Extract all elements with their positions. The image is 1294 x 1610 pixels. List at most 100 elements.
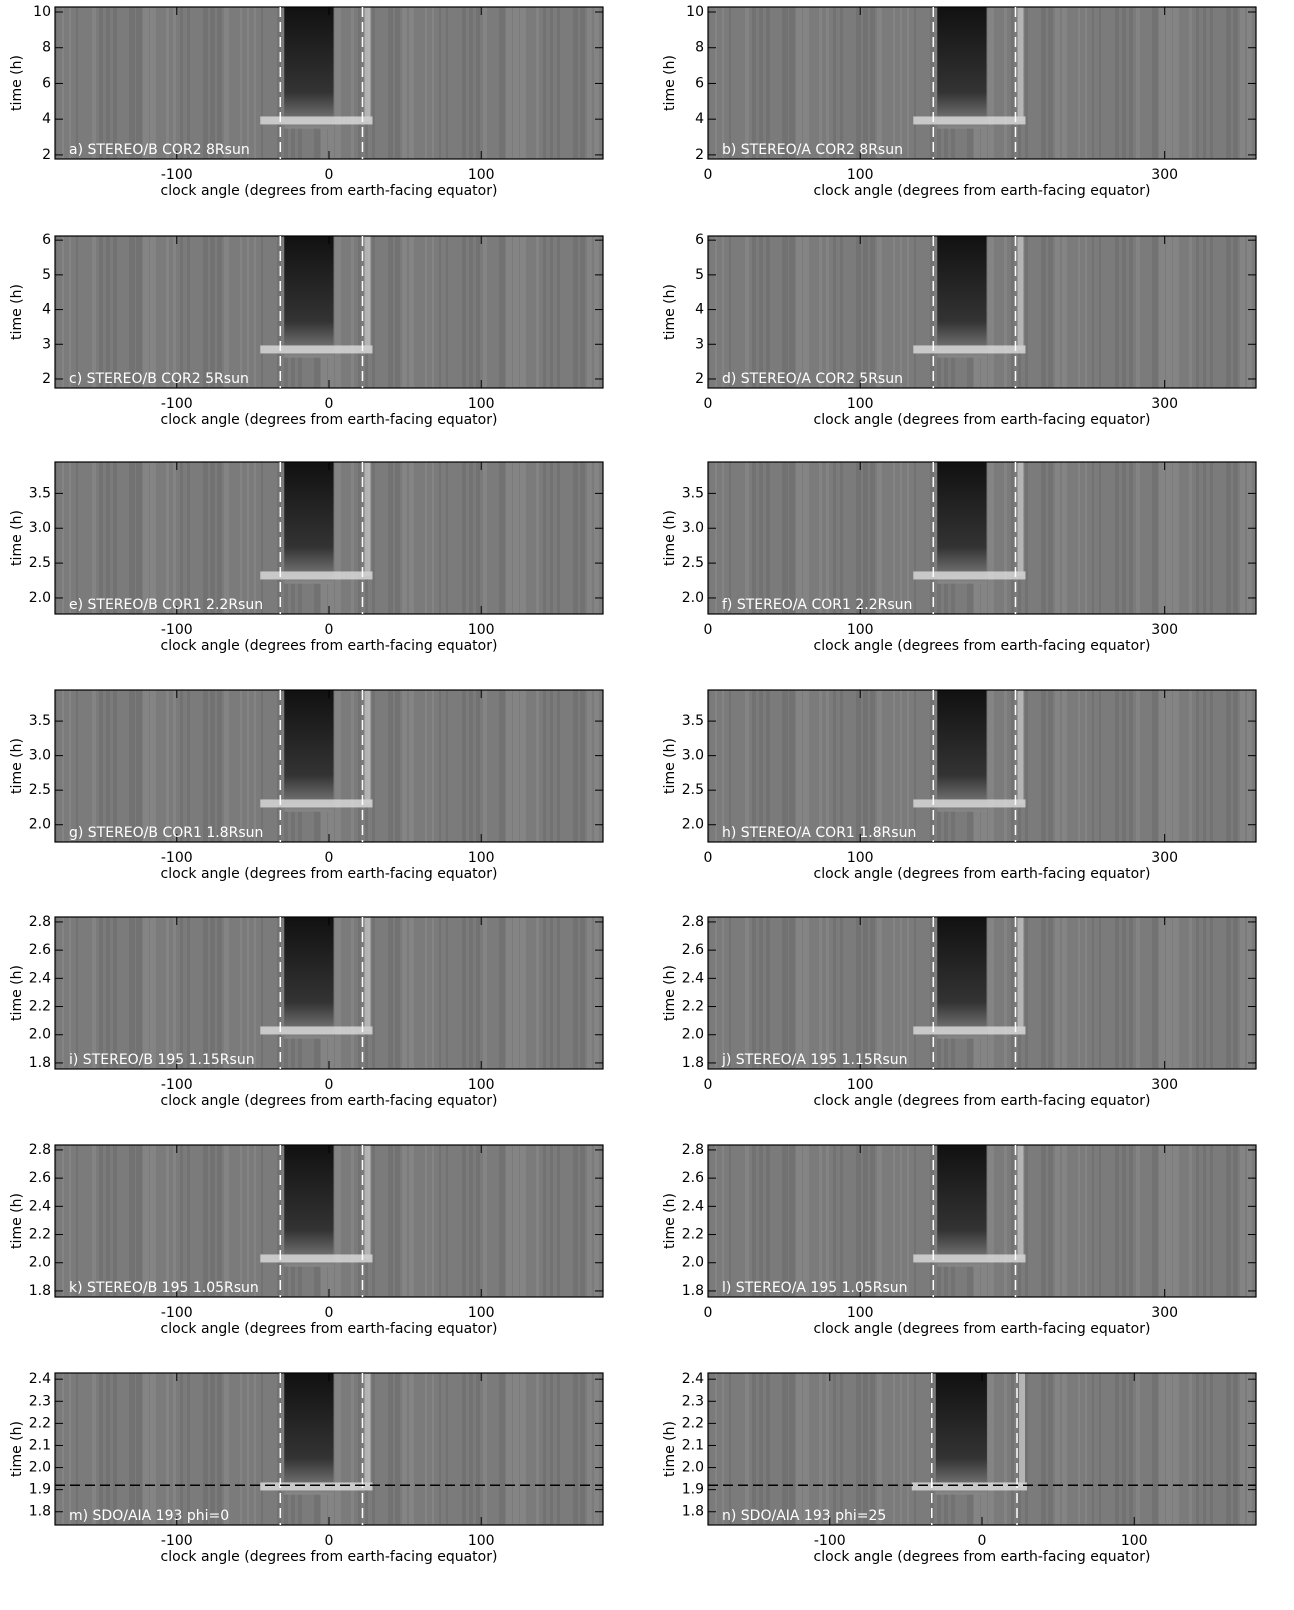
image-stripe <box>745 462 749 614</box>
image-stripe <box>69 1373 71 1525</box>
y-tick-label: 3.0 <box>682 748 704 764</box>
image-stripe <box>715 462 717 614</box>
image-stripe <box>106 7 110 159</box>
image-stripe <box>439 1145 441 1297</box>
image-stripe <box>587 917 592 1069</box>
image-stripe <box>483 462 487 614</box>
image-stripe <box>506 7 512 159</box>
image-stripe <box>900 690 902 842</box>
image-stripe <box>173 462 176 614</box>
image-stripe <box>782 1145 788 1297</box>
image-stripe <box>988 917 994 1069</box>
image-stripe <box>856 1145 861 1297</box>
image-stripe <box>254 7 256 159</box>
x-axis-label: clock angle (degrees from earth-facing e… <box>161 638 498 654</box>
image-stripe <box>1196 236 1199 388</box>
image-stripe <box>166 462 169 614</box>
image-stripe <box>520 1145 526 1297</box>
x-tick-label: 100 <box>847 850 874 866</box>
image-stripe <box>1173 690 1179 842</box>
x-tick-label: 100 <box>468 396 495 412</box>
image-stripe <box>863 1145 868 1297</box>
image-stripe <box>1152 462 1158 614</box>
image-stripe <box>722 236 724 388</box>
panel-label: m) SDO/AIA 193 phi=0 <box>69 1508 229 1524</box>
image-stripe <box>1122 1145 1126 1297</box>
image-bright-rim <box>364 7 370 121</box>
image-stripe <box>1062 7 1067 159</box>
image-stripe <box>1226 7 1231 159</box>
image-stripe <box>826 462 829 614</box>
image-stripe <box>335 690 341 842</box>
image-stripe <box>1055 462 1060 614</box>
image-stripe <box>1166 690 1172 842</box>
image-stripe <box>1085 690 1087 842</box>
image-stripe <box>254 690 256 842</box>
image-stripe <box>180 917 183 1069</box>
panel-label: i) STEREO/B 195 1.15Rsun <box>69 1052 255 1068</box>
image-stripe <box>782 917 788 1069</box>
image-stripe <box>803 7 809 159</box>
y-tick-label: 3.0 <box>29 520 51 536</box>
image-stripe <box>1041 236 1046 388</box>
y-tick-label: 2.3 <box>29 1393 51 1409</box>
panel: 01003001.82.02.22.42.62.8l) STEREO/A 195… <box>662 1142 1256 1337</box>
y-tick-label: 2 <box>695 147 704 163</box>
image-stripe <box>557 1373 560 1525</box>
image-stripe <box>543 1145 546 1297</box>
y-tick-label: 2.6 <box>682 942 704 958</box>
image-stripe <box>261 1373 263 1525</box>
image-stripe <box>506 236 512 388</box>
image-stripe <box>594 236 599 388</box>
image-stripe <box>580 690 585 842</box>
image-stripe <box>351 236 354 388</box>
panel: 01003001.82.02.22.42.62.8j) STEREO/A 195… <box>662 914 1256 1109</box>
image-stripe <box>351 462 354 614</box>
image-stripe <box>1233 1145 1238 1297</box>
image-bright-front <box>260 799 372 807</box>
image-stripe <box>1159 1373 1165 1525</box>
image-stripe <box>351 1373 354 1525</box>
image-stripe <box>729 690 731 842</box>
image-stripe <box>536 236 539 388</box>
image-stripe <box>573 690 578 842</box>
image-stripe <box>203 7 208 159</box>
image-stripe <box>870 462 875 614</box>
x-axis-label: clock angle (degrees from earth-facing e… <box>814 412 1151 428</box>
y-axis-label: time (h) <box>9 510 25 566</box>
image-stripe <box>224 690 229 842</box>
image-stripe <box>247 236 249 388</box>
panel-label: h) STEREO/A COR1 1.8Rsun <box>722 825 916 841</box>
image-stripe <box>766 236 770 388</box>
image-stripe <box>1196 7 1199 159</box>
image-stripe <box>893 236 895 388</box>
image-stripe <box>863 462 868 614</box>
image-stripe <box>150 917 156 1069</box>
image-bright-rim <box>1017 917 1023 1031</box>
y-tick-label: 2.0 <box>682 1027 704 1043</box>
image-dark-region <box>284 917 333 1039</box>
image-stripe <box>106 1373 110 1525</box>
image-stripe <box>796 7 802 159</box>
y-tick-label: 2.0 <box>29 1255 51 1271</box>
image-stripe <box>893 917 895 1069</box>
image-stripe <box>1078 1373 1080 1525</box>
image-stripe <box>92 1145 96 1297</box>
image-stripe <box>1004 1145 1007 1297</box>
image-stripe <box>136 690 142 842</box>
image-stripe <box>69 690 71 842</box>
image-stripe <box>1085 1145 1087 1297</box>
image-stripe <box>469 1145 473 1297</box>
image-stripe <box>469 690 473 842</box>
image-stripe <box>150 7 156 159</box>
y-tick-label: 8 <box>695 40 704 56</box>
image-stripe <box>1048 462 1053 614</box>
image-stripe <box>543 690 546 842</box>
image-stripe <box>1092 462 1094 614</box>
image-stripe <box>557 917 560 1069</box>
image-stripe <box>395 917 400 1069</box>
image-stripe <box>833 462 836 614</box>
image-stripe <box>224 7 229 159</box>
image-stripe <box>766 7 770 159</box>
image-stripe <box>1129 1373 1133 1525</box>
